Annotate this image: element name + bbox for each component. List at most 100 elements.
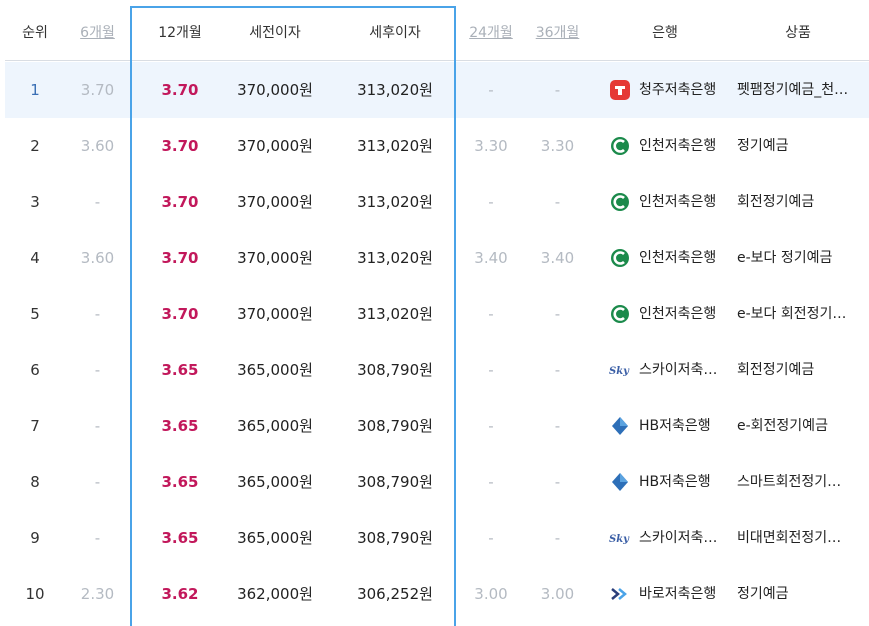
pretax-interest-cell: 370,000원 xyxy=(237,305,313,323)
rate-12-month-cell: 3.70 xyxy=(161,137,199,155)
rate-24-month-cell: 3.40 xyxy=(474,249,508,267)
header-6-month[interactable]: 6개월 xyxy=(80,25,115,41)
rate-24-month-cell: 3.30 xyxy=(474,137,508,155)
header-12-month[interactable]: 12개월 xyxy=(158,25,202,41)
bank-name: HB저축은행 xyxy=(639,474,711,490)
aftertax-interest-cell: 308,790원 xyxy=(357,473,433,491)
aftertax-interest-cell: 308,790원 xyxy=(357,417,433,435)
rate-12-month-cell: 3.70 xyxy=(161,305,199,323)
pretax-interest-cell: 370,000원 xyxy=(237,81,313,99)
product-link[interactable]: 펫팸정기예금_천… xyxy=(737,82,849,98)
cheongju-bank-logo-icon xyxy=(609,79,631,101)
bank-cell[interactable]: 스카이저축… xyxy=(605,510,730,566)
bank-cell[interactable]: 바로저축은행 xyxy=(605,566,730,622)
rate-24-month-cell: - xyxy=(488,305,494,323)
pretax-interest-cell: 370,000원 xyxy=(237,137,313,155)
rate-12-month-cell: 3.65 xyxy=(161,361,199,379)
rate-6-month-cell: - xyxy=(94,305,101,323)
product-link[interactable]: 회전정기예금 xyxy=(737,194,815,210)
rate-36-month-cell: - xyxy=(554,473,561,491)
hb-bank-logo-icon xyxy=(609,471,631,493)
table-header: 순위 6개월 12개월 세전이자 세후이자 24개월 36개월 은행 상품 xyxy=(5,10,869,61)
rate-36-month-cell: - xyxy=(554,417,561,435)
rank-cell: 7 xyxy=(30,417,40,435)
rate-36-month-cell: - xyxy=(554,361,561,379)
rate-6-month-cell: - xyxy=(94,417,101,435)
bank-cell[interactable]: 인천저축은행 xyxy=(605,286,730,342)
product-link[interactable]: 회전정기예금 xyxy=(737,362,815,378)
aftertax-interest-cell: 306,252원 xyxy=(357,585,433,603)
aftertax-interest-cell: 308,790원 xyxy=(357,361,433,379)
rank-cell: 1 xyxy=(30,81,40,99)
product-link[interactable]: e-회전정기예금 xyxy=(737,418,828,434)
product-link[interactable]: 정기예금 xyxy=(737,138,789,154)
aftertax-interest-cell: 313,020원 xyxy=(357,193,433,211)
rate-6-month-cell: - xyxy=(94,473,101,491)
table-row[interactable]: 7 - 3.65 365,000원 308,790원 - - HB저축은행 e-회전정기예금 xyxy=(5,398,869,454)
bank-cell[interactable]: HB저축은행 xyxy=(605,398,730,454)
bank-cell[interactable]: 청주저축은행 xyxy=(605,62,730,118)
bank-cell[interactable]: 인천저축은행 xyxy=(605,174,730,230)
table-row[interactable]: 9 - 3.65 365,000원 308,790원 - - 스카이저축… 비대면회전정기… xyxy=(5,510,869,566)
table-row[interactable]: 4 3.60 3.70 370,000원 313,020원 3.40 3.40 인천저축은행 e… xyxy=(5,230,869,286)
rank-cell: 3 xyxy=(30,193,40,211)
rate-36-month-cell: - xyxy=(554,529,561,547)
header-product: 상품 xyxy=(785,25,811,41)
rate-6-month-cell: - xyxy=(94,361,101,379)
pretax-interest-cell: 370,000원 xyxy=(237,249,313,267)
header-rank: 순위 xyxy=(22,25,48,41)
header-pretax-interest: 세전이자 xyxy=(249,25,301,41)
rate-12-month-cell: 3.65 xyxy=(161,473,199,491)
rate-12-month-cell: 3.65 xyxy=(161,417,199,435)
rank-cell: 2 xyxy=(30,137,40,155)
table-row[interactable]: 1 3.70 3.70 370,000원 313,020원 - - 청주저축은행 펫팸정기예금_… xyxy=(5,62,869,118)
rate-6-month-cell: 3.70 xyxy=(80,81,115,99)
header-36-month[interactable]: 36개월 xyxy=(535,25,580,41)
rate-6-month-cell: - xyxy=(94,193,101,211)
header-24-month[interactable]: 24개월 xyxy=(469,25,513,41)
pretax-interest-cell: 370,000원 xyxy=(237,193,313,211)
bank-name: 인천저축은행 xyxy=(639,306,717,322)
rate-12-month-cell: 3.65 xyxy=(161,529,199,547)
aftertax-interest-cell: 313,020원 xyxy=(357,305,433,323)
rate-36-month-cell: - xyxy=(554,81,561,99)
table-row[interactable]: 5 - 3.70 370,000원 313,020원 - - 인천저축은행 e-보다 회전정기… xyxy=(5,286,869,342)
bank-name: 인천저축은행 xyxy=(639,250,717,266)
table-row[interactable]: 3 - 3.70 370,000원 313,020원 - - 인천저축은행 회전정기예금 xyxy=(5,174,869,230)
rate-6-month-cell: - xyxy=(94,529,101,547)
bank-cell[interactable]: 인천저축은행 xyxy=(605,118,730,174)
header-bank: 은행 xyxy=(652,25,678,41)
bank-name: 스카이저축… xyxy=(639,362,718,378)
product-link[interactable]: 비대면회전정기… xyxy=(737,530,842,546)
rate-12-month-cell: 3.70 xyxy=(161,193,199,211)
rank-cell: 10 xyxy=(25,585,45,603)
product-link[interactable]: 스마트회전정기… xyxy=(737,474,842,490)
product-link[interactable]: 정기예금 xyxy=(737,586,789,602)
product-link[interactable]: e-보다 정기예금 xyxy=(737,250,833,266)
rate-24-month-cell: - xyxy=(488,193,494,211)
bank-cell[interactable]: 인천저축은행 xyxy=(605,230,730,286)
product-link[interactable]: e-보다 회전정기… xyxy=(737,306,847,322)
bank-name: 바로저축은행 xyxy=(639,586,717,602)
aftertax-interest-cell: 313,020원 xyxy=(357,249,433,267)
table-row[interactable]: 10 2.30 3.62 362,000원 306,252원 3.00 3.00 바로저축은행… xyxy=(5,566,869,622)
bank-name: 스카이저축… xyxy=(639,530,718,546)
rank-cell: 4 xyxy=(30,249,40,267)
pretax-interest-cell: 365,000원 xyxy=(237,417,313,435)
bank-cell[interactable]: 스카이저축… xyxy=(605,342,730,398)
pretax-interest-cell: 365,000원 xyxy=(237,473,313,491)
bank-name: 인천저축은행 xyxy=(639,194,717,210)
bank-cell[interactable]: HB저축은행 xyxy=(605,454,730,510)
rate-table-body: 1 3.70 3.70 370,000원 313,020원 - - 청주저축은행 펫팸정기예금_… xyxy=(5,62,869,622)
baro-bank-logo-icon xyxy=(609,583,631,605)
table-row[interactable]: 6 - 3.65 365,000원 308,790원 - - 스카이저축… 회전정기예금 xyxy=(5,342,869,398)
rate-6-month-cell: 3.60 xyxy=(80,249,115,267)
rank-cell: 6 xyxy=(30,361,40,379)
sky-bank-logo-icon xyxy=(609,359,631,381)
table-row[interactable]: 8 - 3.65 365,000원 308,790원 - - HB저축은행 스마트회전정기… xyxy=(5,454,869,510)
bank-name: HB저축은행 xyxy=(639,418,711,434)
rank-cell: 8 xyxy=(30,473,40,491)
pretax-interest-cell: 365,000원 xyxy=(237,529,313,547)
rate-24-month-cell: - xyxy=(488,361,494,379)
table-row[interactable]: 2 3.60 3.70 370,000원 313,020원 3.30 3.30 인천저축은행 정… xyxy=(5,118,869,174)
